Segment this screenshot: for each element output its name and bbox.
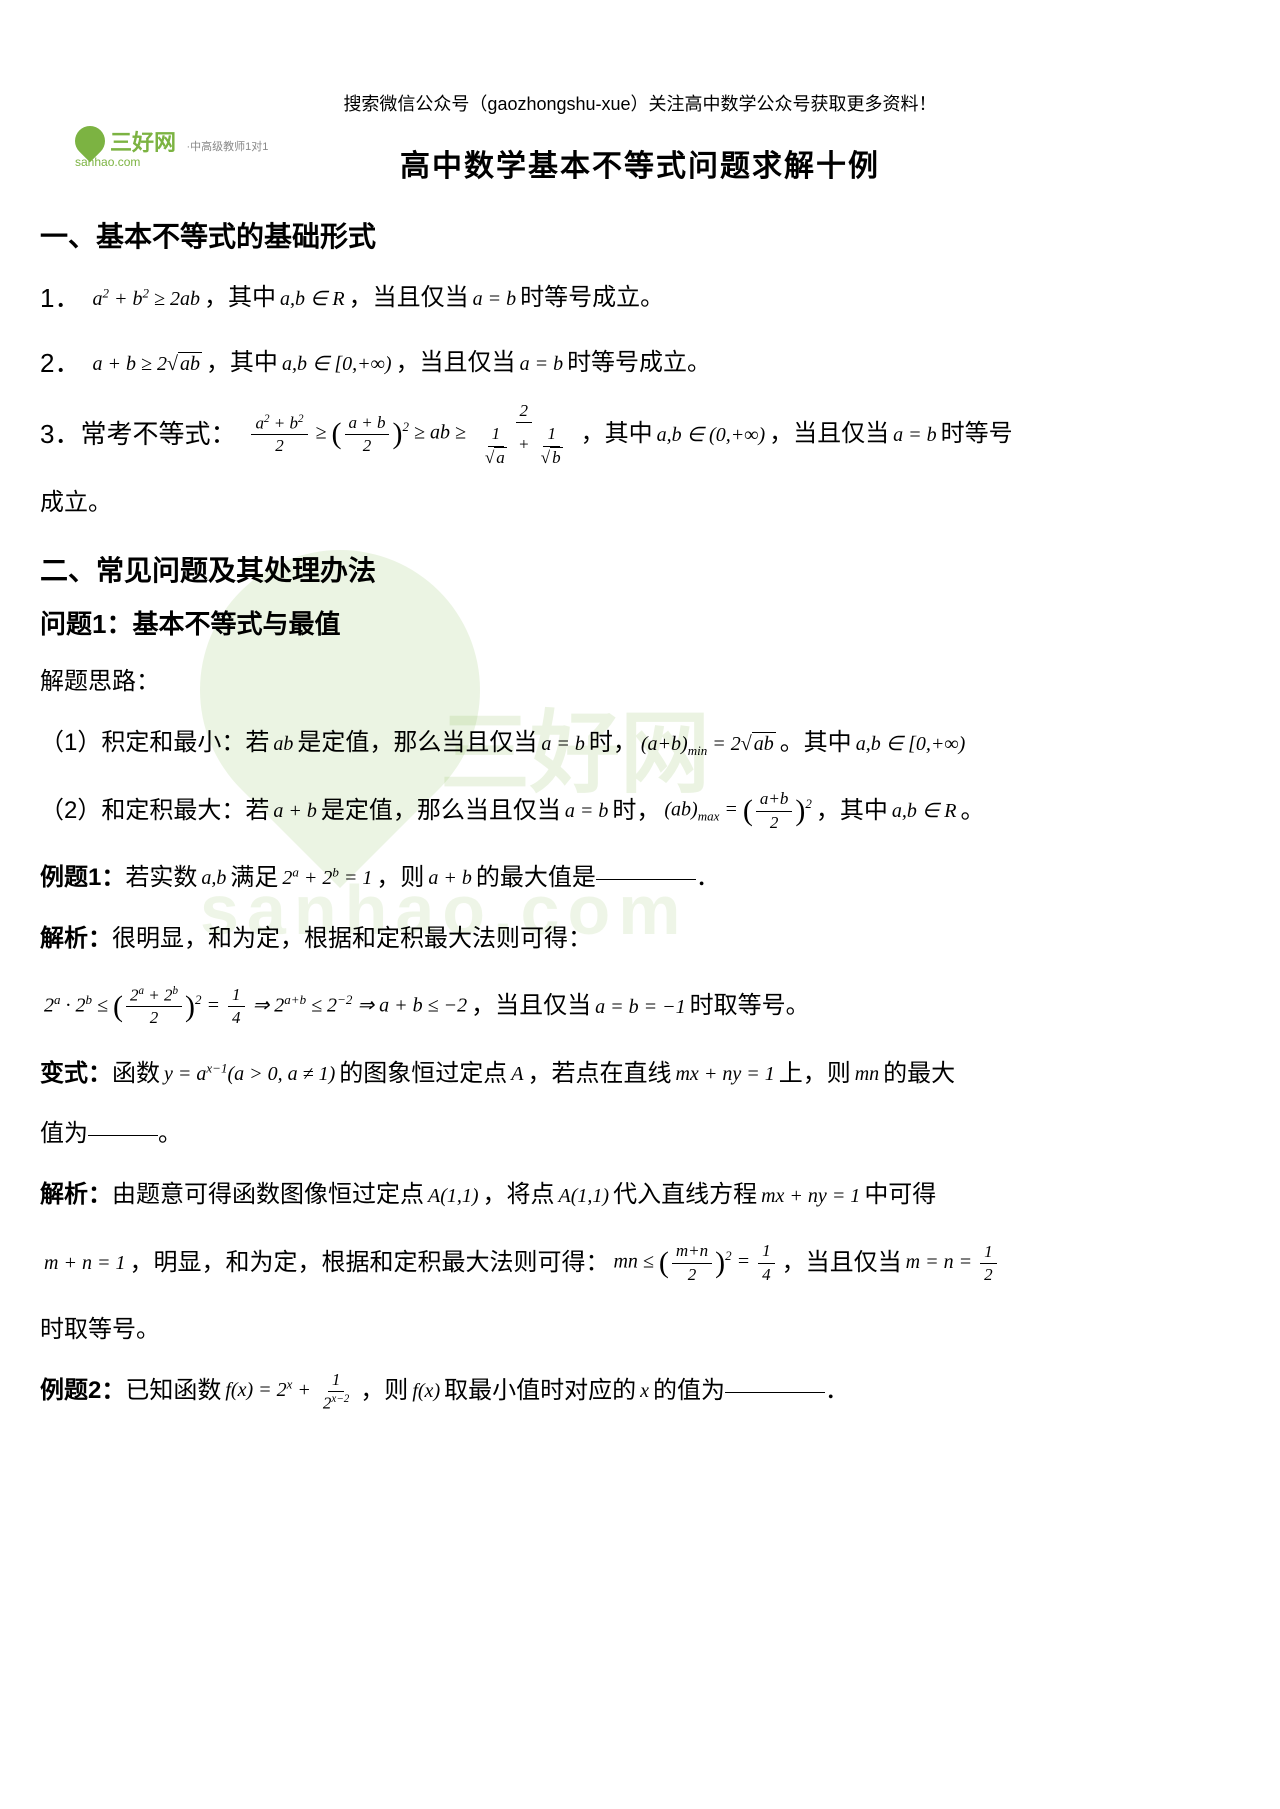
solution2: 解析： 由题意可得函数图像恒过定点 A(1,1) ，将点 A(1,1) 代入直线… <box>40 1169 1240 1222</box>
answer-blank <box>596 877 696 880</box>
solution1-formula: 2a · 2b ≤ (2a + 2b2)2 = 14 ⇒ 2a+b ≤ 2−2 … <box>40 974 1240 1040</box>
item2: 2． a + b ≥ 2√ab ，其中 a,b ∈ [0,+∞) ，当且仅当 a… <box>40 335 1240 392</box>
solution2-line3: 时取等号。 <box>40 1304 1240 1357</box>
solution1: 解析： 很明显，和为定，根据和定积最大法则可得： <box>40 913 1240 966</box>
rule2: （2）和定积最大：若 a + b 是定值，那么当且仅当 a = b 时， (ab… <box>40 778 1240 844</box>
formula2: a + b ≥ 2√ab <box>92 342 201 386</box>
section1-title: 一、基本不等式的基础形式 <box>40 215 1240 255</box>
logo-domain: sanhao.com <box>75 155 140 169</box>
variant: 变式： 函数 y = ax−1(a > 0, a ≠ 1) 的图象恒过定点 A … <box>40 1048 1240 1101</box>
logo-brand: 三好网 <box>110 130 176 155</box>
answer-blank <box>725 1390 825 1393</box>
item3-cont: 成立。 <box>40 477 1240 530</box>
variant-cont: 值为 。 <box>40 1108 1240 1161</box>
answer-blank <box>88 1133 158 1136</box>
thinking-label: 解题思路： <box>40 656 1240 709</box>
item3: 3．常考不等式： a2 + b22 ≥ (a + b2)2 ≥ ab ≥ 21√… <box>40 400 1240 468</box>
example1: 例题1： 若实数 a,b 满足 2a + 2b = 1 ，则 a + b 的最大… <box>40 852 1240 905</box>
logo-area: 三好网 ·中高级教师1对1 sanhao.com <box>75 125 268 157</box>
problem1-title: 问题1：基本不等式与最值 <box>40 604 1240 641</box>
header-note: 搜索微信公众号（gaozhongshu-xue）关注高中数学公众号获取更多资料！ <box>40 90 1240 116</box>
section2-title: 二、常见问题及其处理办法 <box>40 549 1240 589</box>
formula1: a2 + b2 ≥ 2ab <box>92 277 199 321</box>
solution2-line2: m + n = 1 ，明显，和为定，根据和定积最大法则可得： mn ≤ (m+n… <box>40 1230 1240 1296</box>
example2: 例题2： 已知函数 f(x) = 2x + 12x−2 ，则 f(x) 取最小值… <box>40 1365 1240 1418</box>
formula3: a2 + b22 ≥ (a + b2)2 ≥ ab ≥ 21√a + 1√b <box>248 400 576 468</box>
item1: 1． a2 + b2 ≥ 2ab ，其中 a,b ∈ R ，当且仅当 a = b… <box>40 270 1240 327</box>
rule1: （1）积定和最小：若 ab 是定值，那么当且仅当 a = b 时， (a+b)m… <box>40 717 1240 770</box>
logo-tagline: ·中高级教师1对1 <box>186 141 268 153</box>
